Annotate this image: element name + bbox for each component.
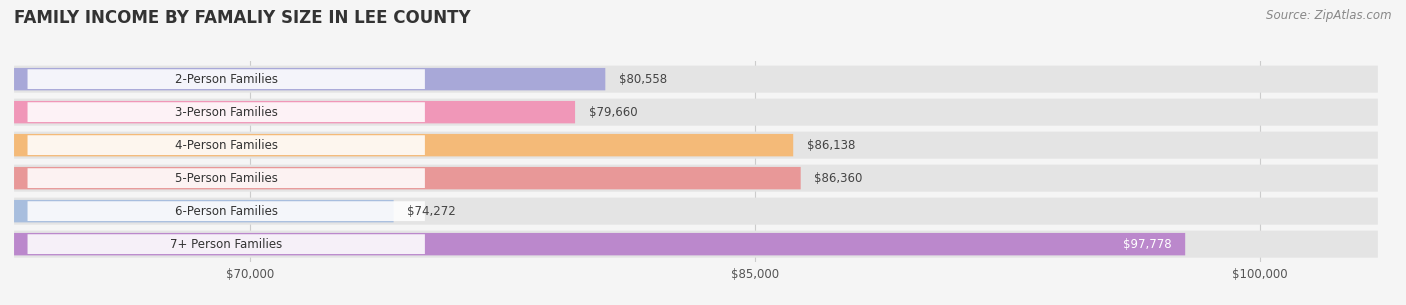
FancyBboxPatch shape <box>14 167 800 189</box>
FancyBboxPatch shape <box>14 101 575 123</box>
Text: $97,778: $97,778 <box>1123 238 1171 251</box>
FancyBboxPatch shape <box>14 66 1378 93</box>
FancyBboxPatch shape <box>14 68 606 90</box>
FancyBboxPatch shape <box>14 99 1378 126</box>
FancyBboxPatch shape <box>28 201 425 221</box>
FancyBboxPatch shape <box>14 132 1378 159</box>
Text: FAMILY INCOME BY FAMALIY SIZE IN LEE COUNTY: FAMILY INCOME BY FAMALIY SIZE IN LEE COU… <box>14 9 471 27</box>
FancyBboxPatch shape <box>28 234 425 254</box>
Text: 5-Person Families: 5-Person Families <box>174 172 277 185</box>
Text: $79,660: $79,660 <box>589 106 637 119</box>
Text: $74,272: $74,272 <box>408 205 456 218</box>
FancyBboxPatch shape <box>14 200 394 222</box>
Text: $80,558: $80,558 <box>619 73 666 86</box>
FancyBboxPatch shape <box>28 69 425 89</box>
Text: 3-Person Families: 3-Person Families <box>174 106 277 119</box>
FancyBboxPatch shape <box>28 168 425 188</box>
FancyBboxPatch shape <box>14 233 1185 255</box>
Text: 2-Person Families: 2-Person Families <box>174 73 278 86</box>
FancyBboxPatch shape <box>28 102 425 122</box>
Text: 4-Person Families: 4-Person Families <box>174 139 278 152</box>
Text: Source: ZipAtlas.com: Source: ZipAtlas.com <box>1267 9 1392 22</box>
Text: 7+ Person Families: 7+ Person Families <box>170 238 283 251</box>
FancyBboxPatch shape <box>14 134 793 156</box>
Text: $86,360: $86,360 <box>814 172 862 185</box>
FancyBboxPatch shape <box>14 231 1378 258</box>
Text: 6-Person Families: 6-Person Families <box>174 205 278 218</box>
FancyBboxPatch shape <box>28 135 425 155</box>
FancyBboxPatch shape <box>14 198 1378 225</box>
FancyBboxPatch shape <box>14 165 1378 192</box>
Text: $86,138: $86,138 <box>807 139 855 152</box>
